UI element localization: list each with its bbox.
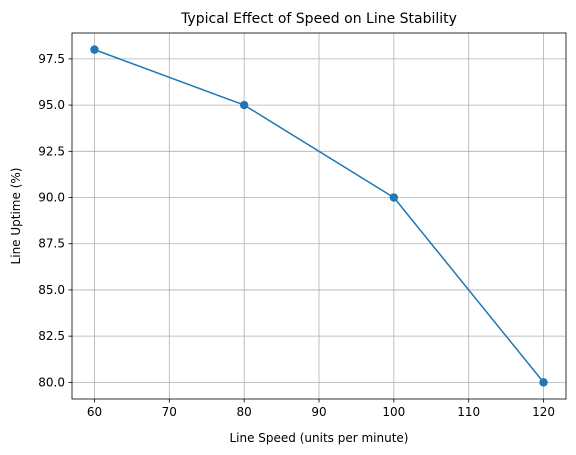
data-point (239, 100, 249, 110)
x-tick-label: 80 (237, 405, 252, 419)
series-layer (90, 45, 548, 387)
y-tick-label: 87.5 (38, 237, 65, 251)
x-tick-label: 120 (532, 405, 555, 419)
y-tick-label: 82.5 (38, 329, 65, 343)
x-tick-label: 110 (457, 405, 480, 419)
y-tick-label: 80.0 (38, 375, 65, 389)
data-point (90, 45, 99, 54)
x-tick-label: 90 (311, 405, 326, 419)
y-tick-label: 95.0 (38, 98, 65, 112)
y-tick-label: 85.0 (38, 283, 65, 297)
data-point (539, 378, 548, 387)
x-axis-label: Line Speed (units per minute) (229, 431, 408, 445)
x-tick-label: 100 (382, 405, 405, 419)
data-point (389, 193, 399, 202)
y-tick-label: 92.5 (38, 144, 65, 158)
x-tick-label: 60 (87, 405, 102, 419)
y-tick-label: 97.5 (38, 52, 65, 66)
x-tick-label: 70 (162, 405, 177, 419)
y-axis: 80.0 82.5 85.0 87.5 90.0 92.5 95.0 97.5 (38, 52, 72, 389)
y-tick-label: 90.0 (38, 191, 65, 205)
x-axis: 60 70 80 90 100 110 120 (87, 399, 555, 419)
series-line (94, 48, 545, 383)
chart-title: Typical Effect of Speed on Line Stabilit… (180, 11, 457, 27)
y-axis-label: Line Uptime (%) (9, 168, 23, 265)
